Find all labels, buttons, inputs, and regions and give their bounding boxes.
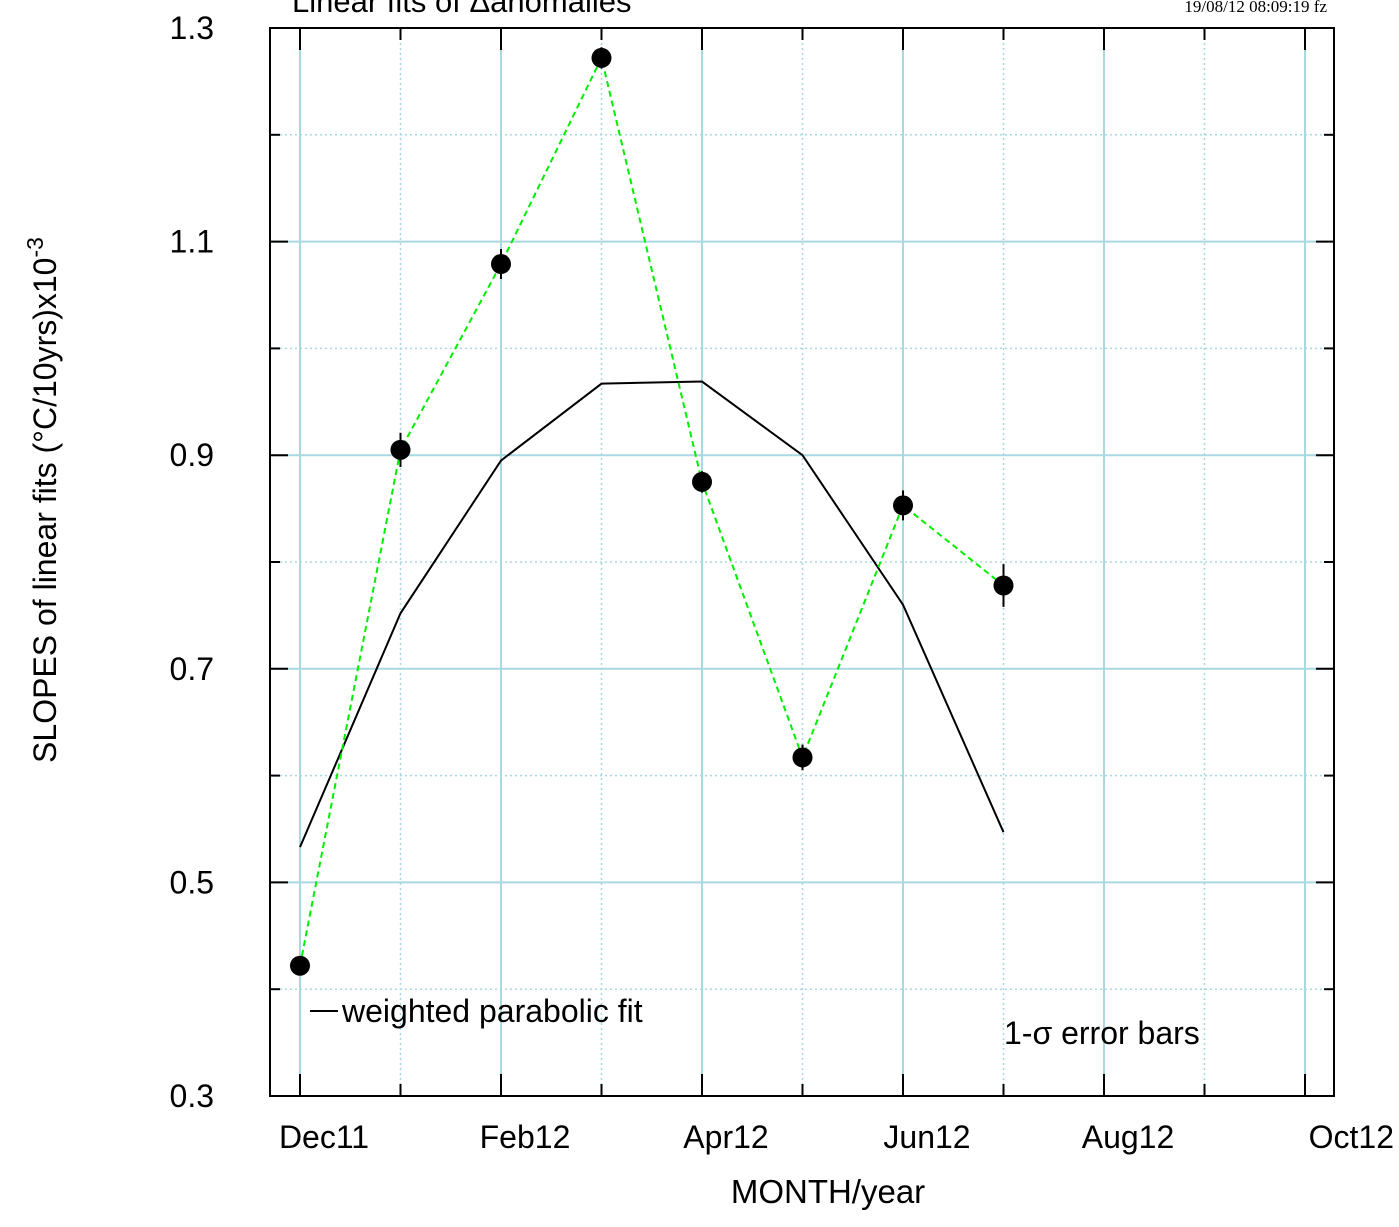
data-point (692, 471, 712, 492)
x-axis-label: MONTH/year (731, 1173, 925, 1210)
y-axis-label-exponent: -3 (22, 237, 48, 257)
data-point (792, 747, 813, 768)
y-tick-labels: 0.3 0.5 0.7 0.9 1.1 1.3 (170, 10, 214, 1114)
data-point (290, 955, 310, 976)
timestamp-label: 19/08/12 08:09:19 fz (1184, 0, 1327, 16)
data-point (390, 439, 411, 460)
chart-title: Linear fits of Δanomalies (292, 0, 632, 19)
grid (270, 28, 1334, 1096)
fit-line (299, 380, 1005, 848)
error-bars-note: 1-σ error bars (1004, 1015, 1200, 1051)
y-tick-label: 1.1 (170, 224, 214, 260)
series-layer (290, 47, 1014, 976)
y-tick-label: 0.7 (170, 651, 214, 687)
y-tick-label: 1.3 (170, 10, 214, 46)
x-tick-label: Apr12 (683, 1119, 768, 1155)
y-axis-label-main: SLOPES of linear fits (°C/10yrs)x10 (27, 258, 63, 763)
y-axis-label: SLOPES of linear fits (°C/10yrs)x10-3 (22, 237, 63, 763)
data-dashed-line (299, 54, 1005, 966)
x-tick-label: Aug12 (1082, 1119, 1175, 1155)
data-point (993, 575, 1014, 596)
legend-entry-fit: weighted parabolic fit (341, 993, 643, 1029)
y-tick-label: 0.3 (170, 1078, 214, 1114)
x-tick-label: Feb12 (480, 1119, 571, 1155)
data-point (591, 47, 612, 68)
data-point (893, 495, 913, 516)
x-tick-label: Jun12 (883, 1119, 970, 1155)
y-tick-label: 0.9 (170, 437, 214, 473)
x-tick-label: Oct12 (1309, 1119, 1394, 1155)
axis-ticks (270, 27, 1334, 1097)
x-tick-label: Dec11 (279, 1119, 369, 1155)
y-tick-label: 0.5 (170, 864, 214, 900)
data-point (491, 254, 511, 275)
x-tick-labels: Dec11 Feb12 Apr12 Jun12 Aug12 Oct12 (279, 1119, 1394, 1155)
